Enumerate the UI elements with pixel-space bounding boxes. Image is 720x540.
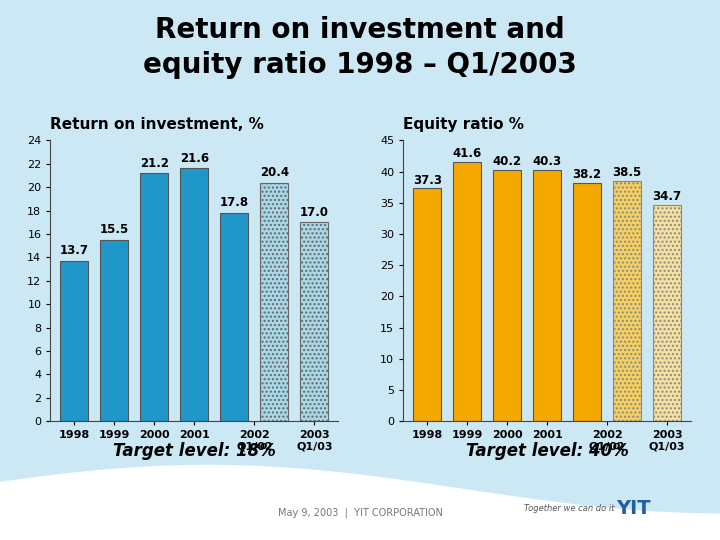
Text: 21.6: 21.6 [180, 152, 209, 165]
Bar [220, 213, 248, 421]
Text: 20.4: 20.4 [260, 166, 289, 179]
Bar [613, 181, 642, 421]
Text: Return on investment, %: Return on investment, % [50, 117, 264, 132]
Text: May 9, 2003  |  YIT CORPORATION: May 9, 2003 | YIT CORPORATION [278, 508, 442, 518]
Bar [653, 205, 681, 421]
Text: 38.5: 38.5 [613, 166, 642, 179]
Text: 41.6: 41.6 [453, 147, 482, 160]
Bar [140, 173, 168, 421]
Bar [100, 240, 128, 421]
Text: 40.2: 40.2 [492, 156, 522, 168]
Bar [261, 183, 289, 421]
Bar [493, 170, 521, 421]
Text: Together we can do it: Together we can do it [523, 504, 614, 513]
Bar [413, 188, 441, 421]
Text: Equity ratio %: Equity ratio % [403, 117, 524, 132]
Text: 38.2: 38.2 [572, 168, 602, 181]
Text: 15.5: 15.5 [100, 224, 129, 237]
Text: Return on investment and
equity ratio 1998 – Q1/2003: Return on investment and equity ratio 19… [143, 16, 577, 79]
Bar [300, 222, 328, 421]
Text: Target level: 18%: Target level: 18% [113, 442, 276, 460]
Bar [453, 161, 481, 421]
Text: 40.3: 40.3 [533, 155, 562, 168]
Text: 17.8: 17.8 [220, 197, 249, 210]
Text: 34.7: 34.7 [652, 190, 682, 203]
Text: YIT: YIT [616, 500, 651, 518]
Text: 21.2: 21.2 [140, 157, 169, 170]
Bar [181, 168, 208, 421]
Bar [60, 261, 89, 421]
Bar [534, 170, 561, 421]
Bar [573, 183, 601, 421]
Text: 13.7: 13.7 [60, 245, 89, 258]
Text: 37.3: 37.3 [413, 173, 441, 187]
Text: 17.0: 17.0 [300, 206, 329, 219]
Text: Target level: 40%: Target level: 40% [466, 442, 629, 460]
